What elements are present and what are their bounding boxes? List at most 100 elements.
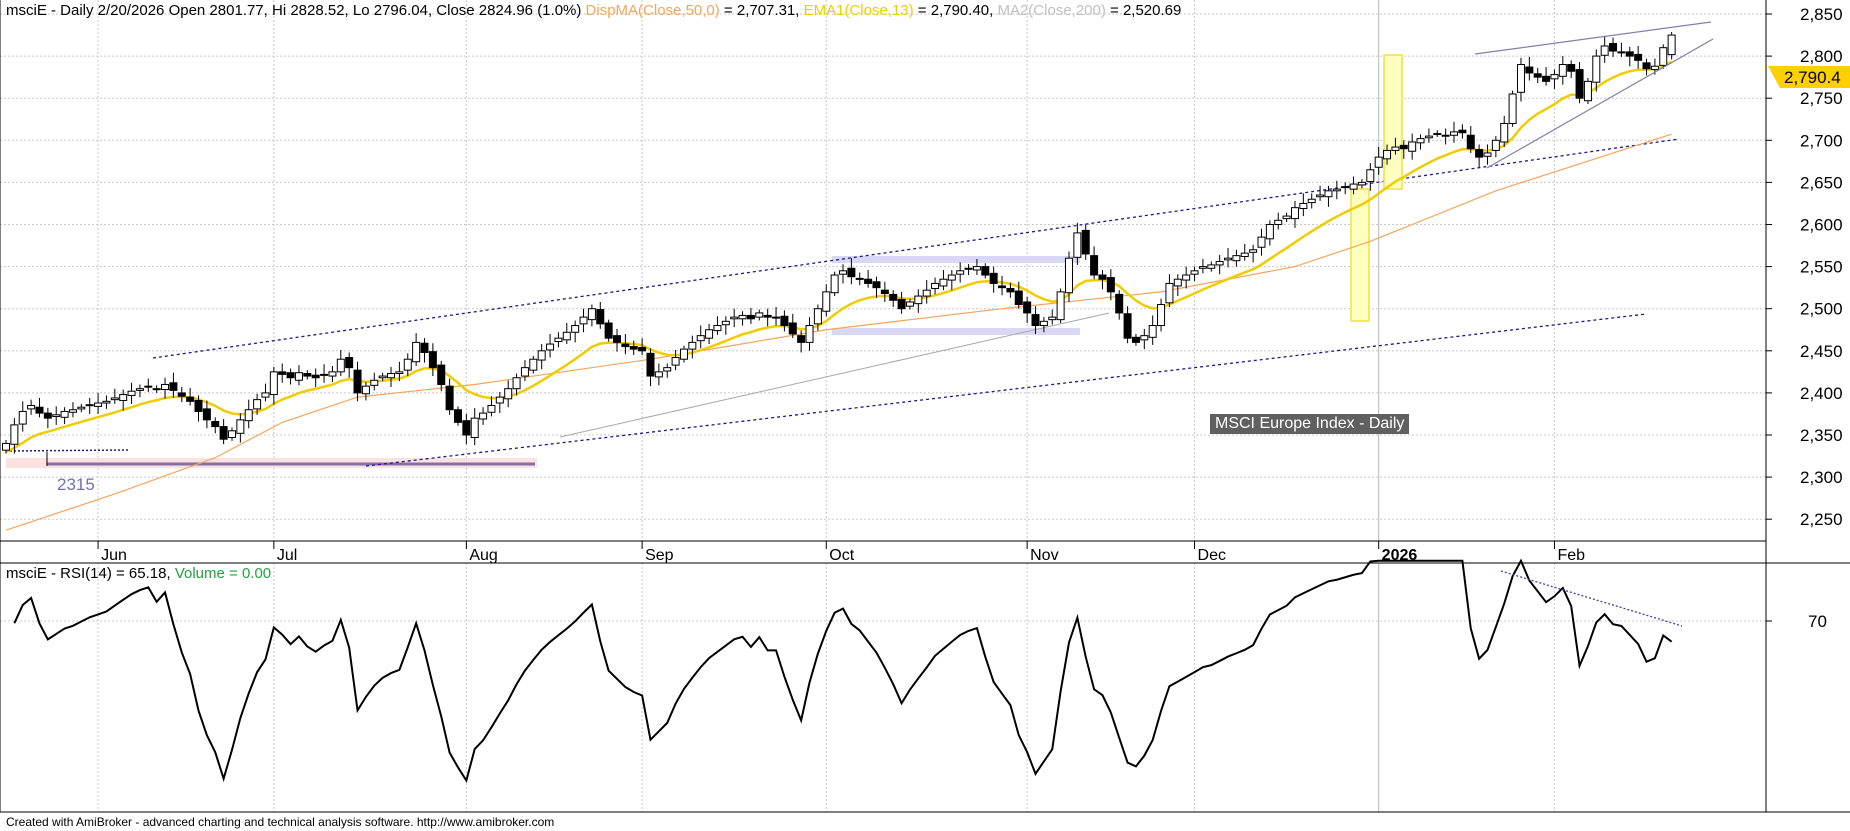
candle	[211, 417, 220, 434]
candle-body	[35, 406, 44, 414]
candle-body	[186, 396, 195, 402]
candle	[864, 269, 873, 288]
candle-body	[1416, 138, 1425, 144]
candle-body	[219, 426, 228, 440]
candle-body	[989, 272, 998, 284]
candle	[1307, 193, 1316, 209]
candle	[227, 427, 236, 441]
candle-body	[1600, 45, 1609, 56]
candle-body	[253, 399, 262, 410]
candle	[621, 333, 630, 355]
candle	[1558, 56, 1567, 85]
price-axis-label: 2,400	[1800, 384, 1843, 403]
candle-body	[872, 281, 881, 289]
candle-body	[571, 325, 580, 333]
date-axis-label: Dec	[1198, 547, 1226, 564]
candle-body	[939, 278, 948, 287]
candle-body	[1508, 93, 1517, 124]
candle-body	[579, 316, 588, 325]
candle	[395, 361, 404, 382]
candle-body	[1374, 156, 1383, 168]
candle-body	[169, 382, 178, 391]
candle	[1341, 182, 1350, 195]
candle	[512, 373, 521, 396]
candle-body	[646, 352, 655, 377]
candle	[772, 307, 781, 326]
candle	[989, 266, 998, 293]
candle-body	[1290, 207, 1299, 220]
candle-body	[1433, 133, 1442, 136]
candle-body	[1349, 183, 1358, 190]
candle	[52, 406, 61, 425]
candle-body	[1140, 335, 1149, 341]
candle-body	[1048, 316, 1057, 321]
candle	[596, 301, 605, 329]
candle	[562, 323, 571, 345]
candle-body	[1249, 249, 1258, 253]
candle	[1508, 90, 1517, 127]
candle	[437, 360, 446, 392]
candle	[1006, 282, 1015, 298]
rsi-panel: 70	[0, 558, 1827, 784]
candle	[269, 366, 278, 405]
candle	[68, 402, 77, 418]
candle-body	[1106, 277, 1115, 293]
price-axis-label: 2,550	[1800, 258, 1843, 277]
candle	[905, 298, 914, 310]
candle	[604, 319, 613, 342]
candle	[1516, 57, 1525, 102]
candle	[679, 345, 688, 363]
candle-body	[1081, 229, 1090, 255]
candle	[186, 387, 195, 406]
candle	[1257, 228, 1266, 256]
candle-body	[1642, 62, 1651, 70]
candle-body	[1240, 252, 1249, 257]
candle	[1274, 212, 1283, 230]
candle	[1039, 317, 1048, 333]
candle-body	[1450, 131, 1459, 136]
ema13-line	[5, 60, 1673, 453]
candle	[546, 333, 555, 358]
candle-body	[613, 335, 622, 343]
candle	[1198, 259, 1207, 274]
candle	[1081, 224, 1090, 260]
candle	[537, 344, 546, 370]
candle	[60, 407, 69, 425]
date-axis-label: Nov	[1030, 547, 1058, 564]
candle-body	[18, 410, 27, 425]
candle-body	[161, 383, 170, 391]
candle	[1625, 46, 1634, 67]
candlestick-series	[2, 32, 1676, 454]
candle	[1157, 298, 1166, 332]
candle-body	[320, 373, 329, 376]
candle	[43, 408, 52, 429]
rsi-trendline	[1500, 570, 1683, 627]
candle-body	[746, 314, 755, 320]
candle-body	[1232, 255, 1241, 262]
candle-body	[328, 371, 337, 377]
candle-body	[1667, 34, 1676, 56]
candle-body	[403, 358, 412, 371]
candle	[470, 408, 479, 446]
candle	[1299, 193, 1308, 217]
candle-body	[387, 373, 396, 379]
candle-body	[144, 385, 153, 388]
candle-body	[462, 420, 471, 436]
candle-body	[1500, 122, 1509, 143]
candle	[822, 284, 831, 317]
candle	[378, 372, 387, 382]
date-axis-label: Oct	[829, 547, 854, 564]
candle	[453, 406, 462, 426]
candle-body	[1609, 42, 1618, 52]
price-axis-label: 2,250	[1800, 510, 1843, 529]
candle	[520, 360, 529, 382]
candle-body	[864, 278, 873, 284]
candle-body	[361, 385, 370, 395]
candle-body	[537, 350, 546, 361]
candle-body	[788, 322, 797, 335]
candle	[412, 333, 421, 366]
candle	[788, 313, 797, 339]
candle-body	[1157, 303, 1166, 327]
candle	[956, 262, 965, 283]
candle-body	[1575, 69, 1584, 99]
